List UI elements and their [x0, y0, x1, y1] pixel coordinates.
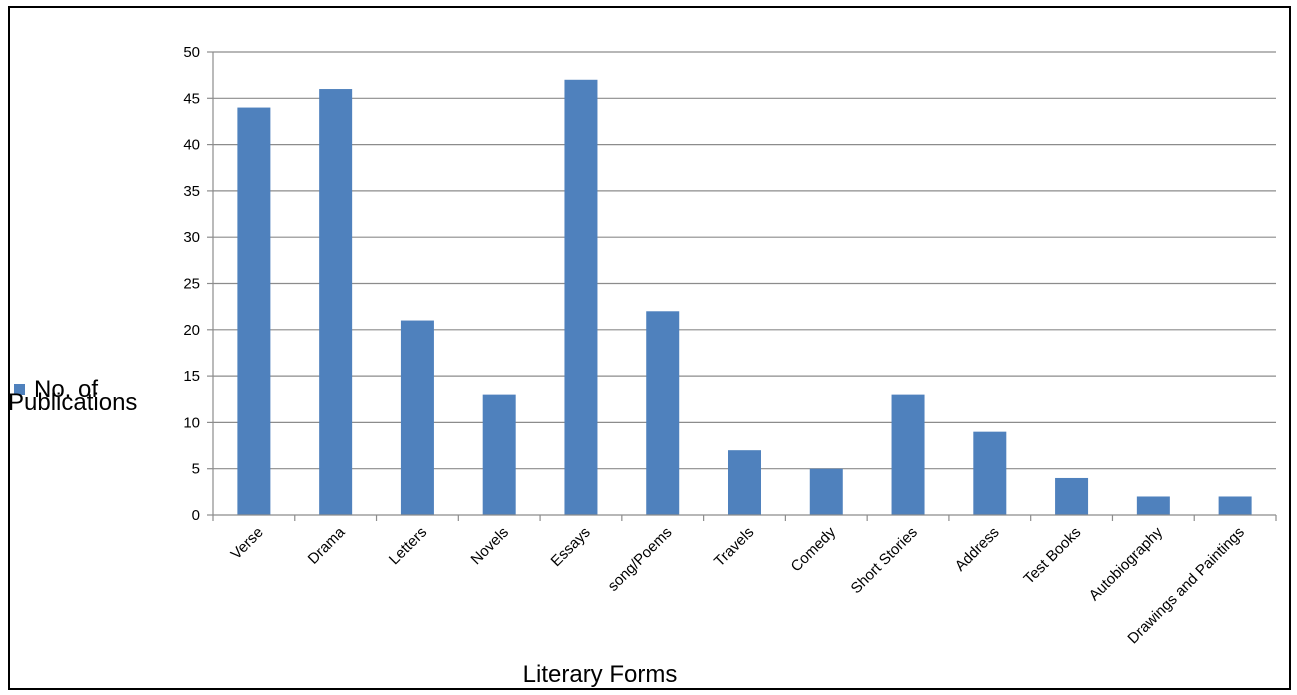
y-tick-label: 30: [183, 229, 200, 246]
legend-label-line1: No. of: [34, 376, 98, 403]
y-tick-labels: 0 5 10 15 20 25 30 35 40 45 50: [183, 44, 200, 524]
x-tick-labels: Verse Drama Letters Novels Essays song/Poems T…: [228, 523, 1248, 647]
bars: [237, 79, 1252, 515]
bar: [809, 468, 843, 515]
x-tick-label: Test Books: [1021, 524, 1085, 588]
gridlines: [213, 51, 1276, 470]
y-tick-label: 15: [183, 368, 200, 385]
y-tick-label: 35: [183, 183, 200, 200]
y-tick-label: 5: [192, 461, 200, 478]
bar: [891, 394, 925, 515]
y-tick-label: 40: [183, 137, 200, 154]
x-tick-label: Comedy: [788, 523, 840, 575]
x-tick-label: Essays: [548, 524, 594, 570]
bar: [319, 89, 353, 515]
y-tick-label: 25: [183, 276, 200, 293]
bar: [482, 394, 516, 515]
bar: [400, 320, 434, 515]
x-tick-label: Letters: [386, 524, 430, 568]
x-tick-label: Drama: [305, 523, 349, 567]
y-tick-label: 10: [183, 414, 200, 431]
bar: [1136, 496, 1170, 515]
x-tick-label: Short Stories: [848, 524, 921, 597]
y-tick-label: 45: [183, 90, 200, 107]
bar: [237, 107, 271, 515]
bar: [973, 431, 1007, 515]
legend: No. of Publications: [8, 376, 137, 416]
legend-label-line2: Publications: [8, 389, 137, 416]
bar: [564, 79, 598, 515]
bar: [728, 450, 761, 515]
axes: [207, 51, 1277, 521]
y-tick-label: 0: [192, 507, 200, 524]
x-axis-title: Literary Forms: [523, 661, 678, 688]
bar: [1055, 477, 1089, 515]
legend-swatch: [14, 384, 25, 395]
x-tick-label: song/Poems: [605, 524, 676, 595]
bar: [1218, 496, 1252, 515]
x-tick-label: Autobiography: [1086, 523, 1167, 604]
bar: [646, 311, 680, 515]
x-tick-label: Travels: [711, 524, 757, 570]
x-tick-label: Address: [952, 524, 1003, 575]
y-tick-label: 50: [183, 44, 200, 61]
y-tick-label: 20: [183, 322, 200, 339]
x-tick-label: Verse: [228, 524, 267, 563]
x-tick-label: Novels: [468, 524, 512, 568]
